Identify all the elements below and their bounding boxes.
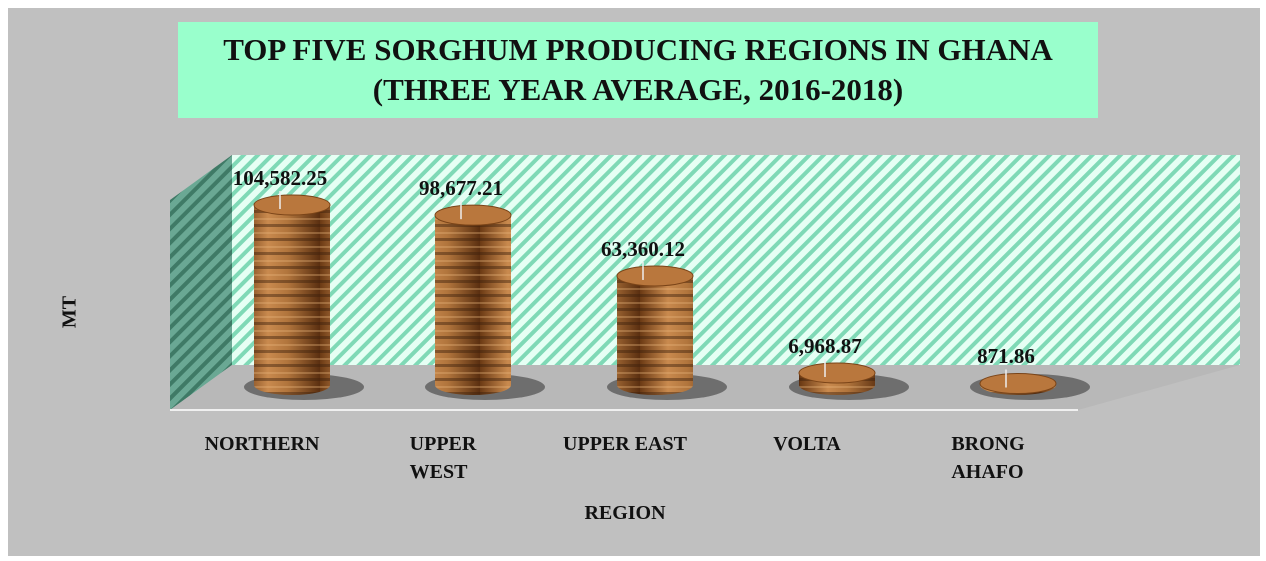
x-axis-label: REGION [584,502,665,525]
x-tick-label: UPPER WEST [410,430,477,486]
y-axis-label: MT [59,296,82,328]
value-label: 871.86 [977,344,1035,369]
bar-top [254,195,330,215]
bar [435,215,511,395]
side-wall [170,155,232,410]
page: TOP FIVE SORGHUM PRODUCING REGIONS IN GH… [0,0,1266,561]
x-tick-label: UPPER EAST [563,430,687,458]
value-label: 104,582.25 [233,166,328,191]
x-tick-label: BRONG AHAFO [951,430,1024,486]
x-tick-label: NORTHERN [205,430,320,458]
chart-title: TOP FIVE SORGHUM PRODUCING REGIONS IN GH… [178,22,1098,118]
bar-top [435,205,511,225]
bar-top [980,373,1056,393]
value-label: 6,968.87 [788,334,862,359]
bar-top [799,363,875,383]
back-wall [232,155,1240,365]
bar [617,276,693,395]
bar [254,205,330,395]
x-tick-label: VOLTA [773,430,840,458]
value-label: 98,677.21 [419,176,503,201]
value-label: 63,360.12 [601,237,685,262]
bar-top [617,266,693,286]
